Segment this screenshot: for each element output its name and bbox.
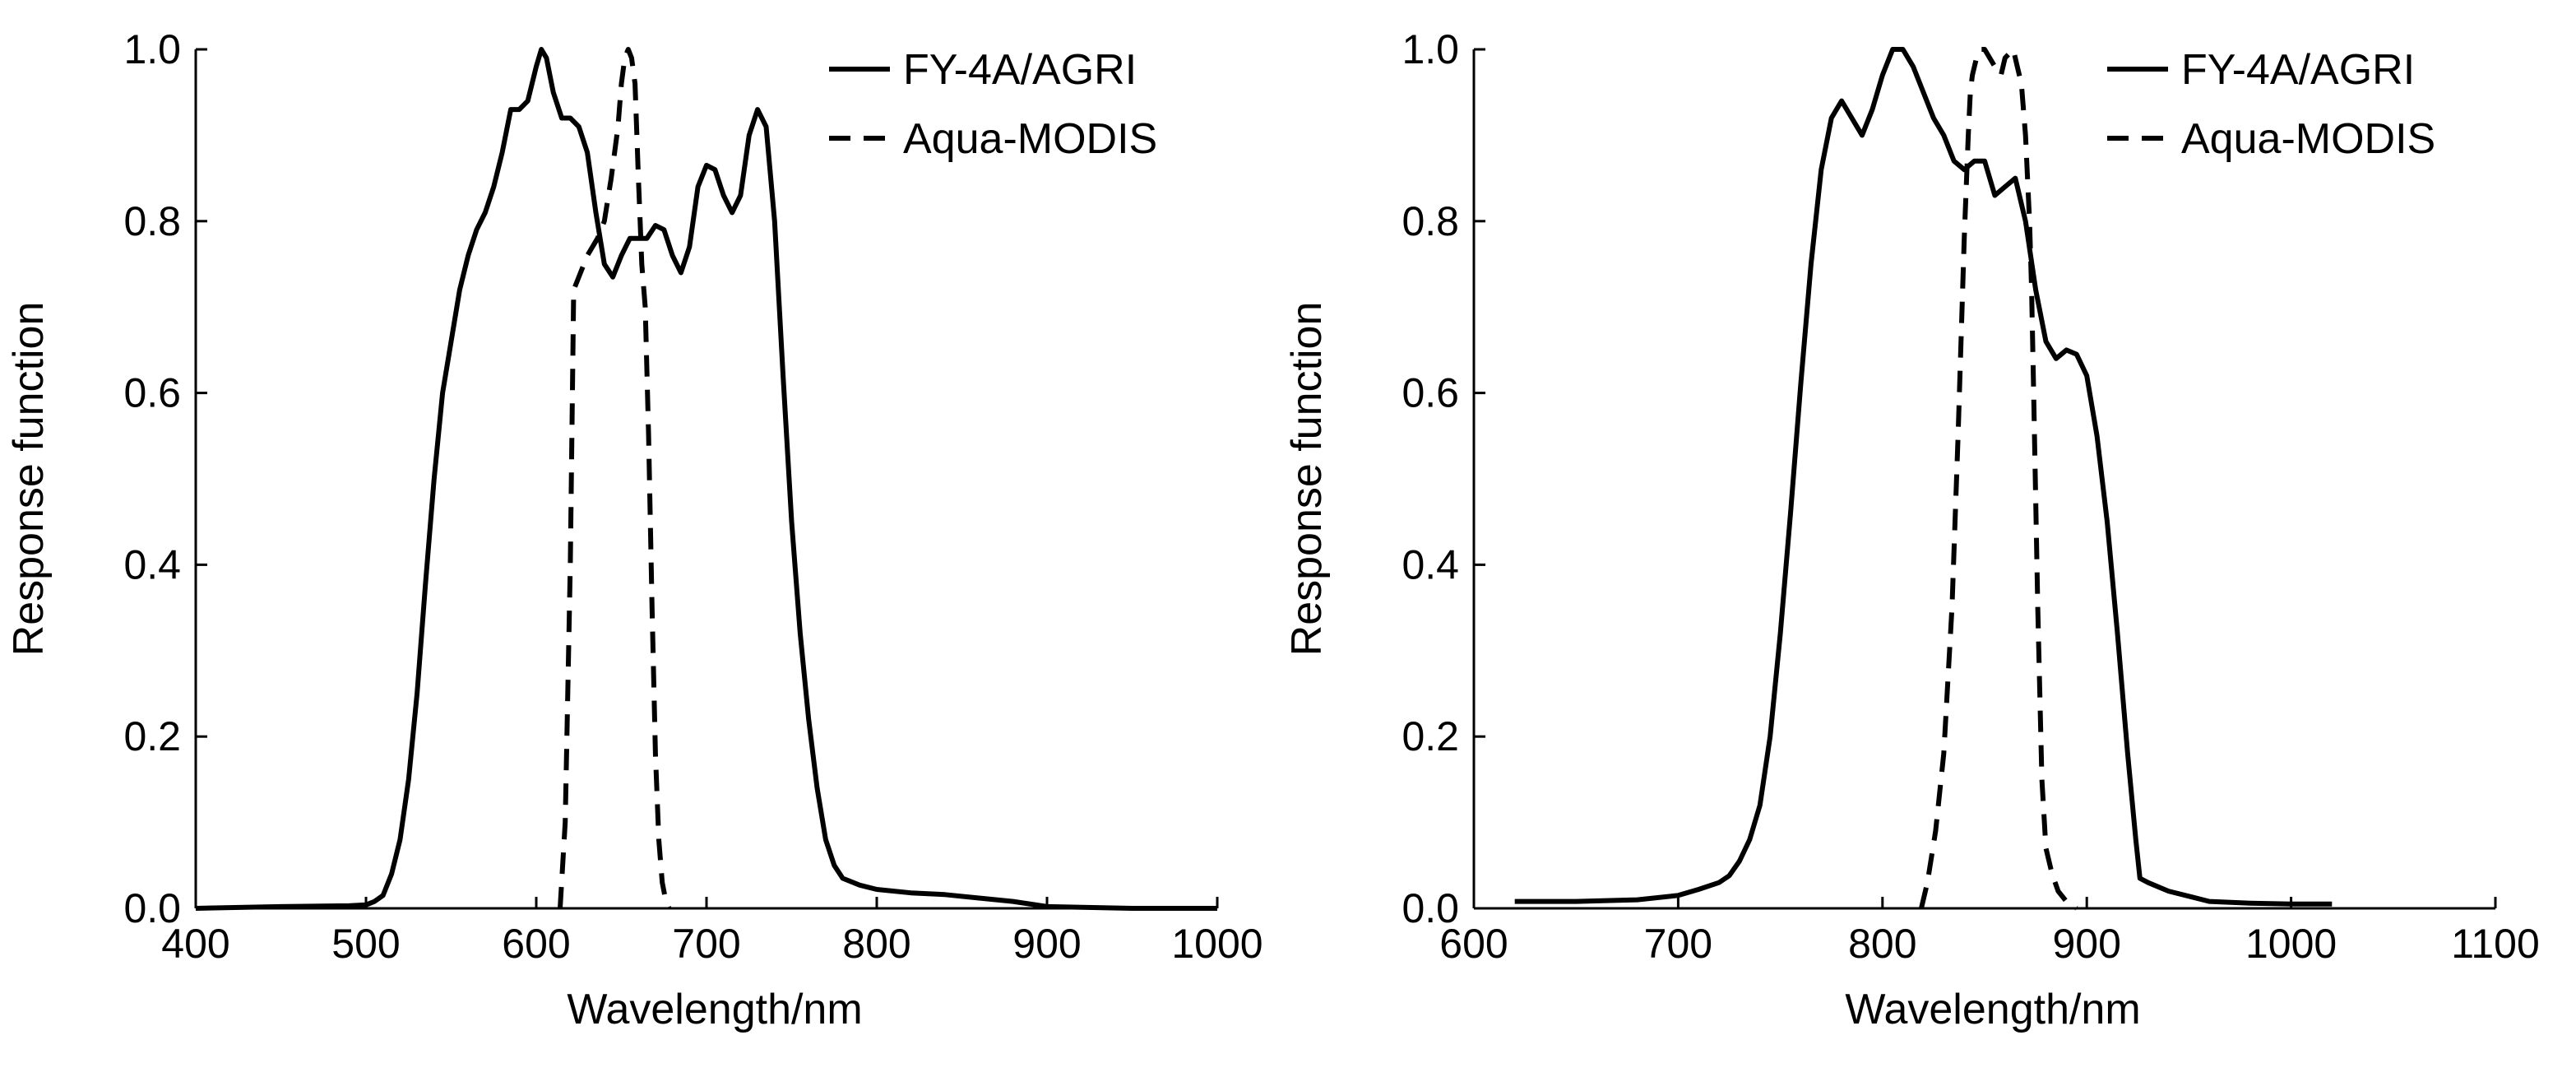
x-tick-label: 400 [161, 921, 229, 967]
x-tick-label: 700 [672, 921, 740, 967]
x-axis-label: Wavelength/nm [1845, 986, 2140, 1033]
x-tick-label: 1100 [2451, 921, 2540, 967]
x-tick-label: 800 [1848, 921, 1916, 967]
y-tick-label: 1.0 [1402, 26, 1459, 72]
y-axis-label: Response function [1283, 302, 1331, 657]
y-tick-label: 0.6 [1402, 370, 1459, 416]
series-line-fy-4a-agri [195, 47, 1217, 911]
x-tick-label: 600 [1439, 921, 1508, 967]
x-tick-label: 800 [842, 921, 910, 967]
x-tick-label: 600 [502, 921, 570, 967]
legend-label-fy-4a-agri: FY-4A/AGRI [2181, 46, 2415, 94]
y-tick-label: 0.4 [123, 541, 181, 587]
legend-label-fy-4a-agri: FY-4A/AGRI [903, 46, 1137, 94]
x-axis-label: Wavelength/nm [567, 986, 862, 1033]
y-tick-label: 0.8 [123, 198, 181, 244]
legend-label-aqua-modis: Aqua-MODIS [2181, 115, 2435, 163]
series-line-aqua-modis [1919, 47, 2078, 911]
x-tick-label: 1000 [2245, 921, 2337, 967]
chart-panel-left: 400 500 600 700 800 900 1000 0.0 0.2 0.4 0.6 0.8 1.0… [5, 26, 1263, 1033]
x-tick-label: 900 [2052, 921, 2120, 967]
y-tick-label: 0.6 [123, 370, 181, 416]
y-tick-label: 0.0 [1402, 885, 1459, 931]
series-line-fy-4a-agri [1514, 47, 2333, 907]
x-tick-label: 900 [1012, 921, 1081, 967]
y-axis-label: Response function [5, 302, 53, 657]
x-tick-label: 500 [331, 921, 400, 967]
y-tick-label: 0.4 [1402, 541, 1459, 587]
x-tick-label: 700 [1644, 921, 1712, 967]
series-line-aqua-modis [558, 47, 672, 910]
x-tick-label: 1000 [1171, 921, 1263, 967]
y-tick-label: 1.0 [123, 26, 181, 72]
legend-label-aqua-modis: Aqua-MODIS [903, 115, 1157, 163]
y-tick-label: 0.0 [123, 885, 181, 931]
y-tick-label: 0.2 [123, 713, 181, 759]
y-tick-label: 0.2 [1402, 713, 1459, 759]
y-tick-label: 0.8 [1402, 198, 1459, 244]
chart-panel-right: 600 700 800 900 1000 1100 0.0 0.2 0.4 0.6 0.8 1.0 Wa… [1283, 26, 2540, 1033]
